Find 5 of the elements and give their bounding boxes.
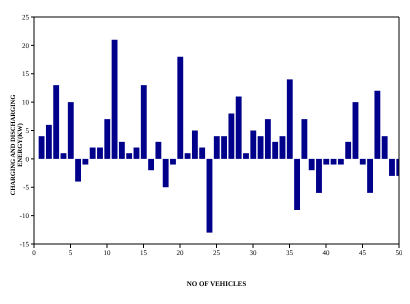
bar [206,158,212,233]
bar [294,158,300,210]
bar [155,142,162,159]
bar [301,119,308,159]
bar [148,158,154,170]
